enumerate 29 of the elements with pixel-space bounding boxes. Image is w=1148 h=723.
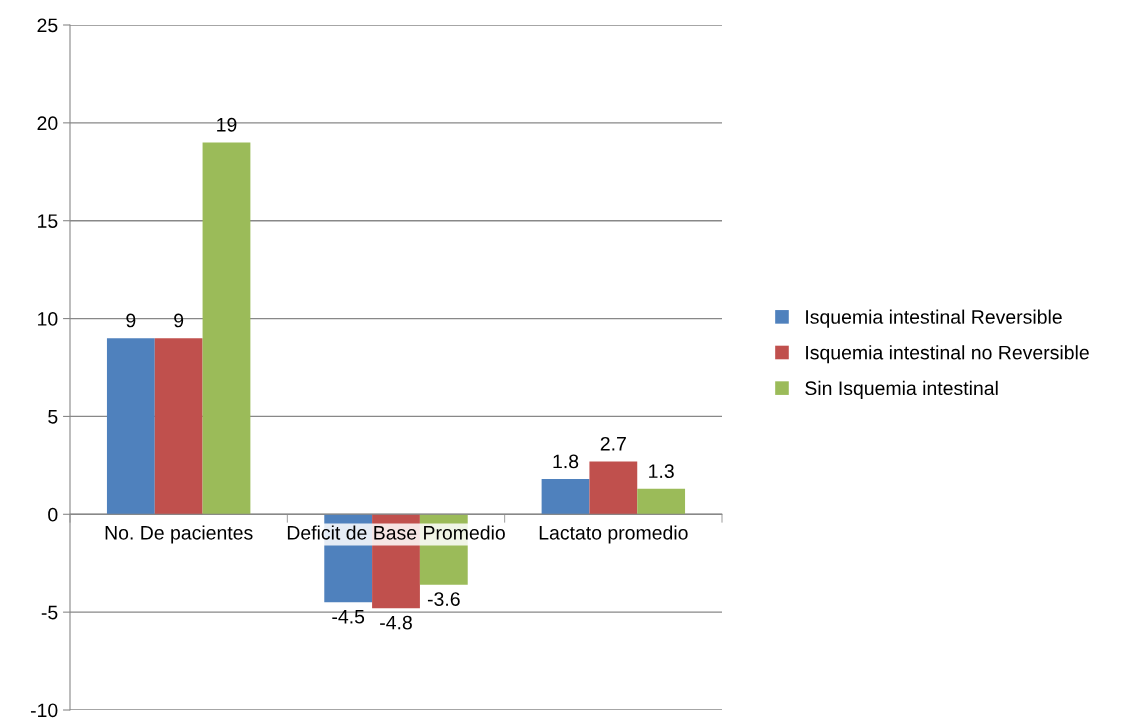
- x-tick-label: No. De pacientes: [105, 525, 253, 544]
- bar: [154, 338, 203, 515]
- data-label: 9: [174, 313, 184, 328]
- bar: [637, 488, 686, 515]
- y-tick-label: 10: [38, 312, 58, 326]
- data-label: 1.8: [553, 454, 579, 469]
- legend-label: Isquemia intestinal Reversible: [806, 309, 1062, 328]
- y-tick-label: -5: [41, 605, 58, 620]
- data-label: 19: [217, 117, 237, 132]
- y-tick-label: 25: [37, 18, 58, 33]
- y-tick-label: 20: [37, 116, 58, 131]
- data-label: 9: [126, 313, 136, 328]
- bar: [589, 461, 638, 515]
- y-tick-label: -10: [30, 703, 58, 718]
- data-label: -4.8: [380, 615, 412, 630]
- y-tick-label: 5: [48, 410, 58, 424]
- data-label: -4.5: [332, 610, 365, 624]
- legend-label: Sin Isquemia intestinal: [805, 380, 998, 399]
- data-label: 1.3: [649, 464, 674, 479]
- bar: [541, 479, 590, 515]
- y-tick-label: 15: [38, 214, 58, 228]
- legend-label: Isquemia intestinal no Reversible: [806, 345, 1089, 364]
- bar: [202, 142, 251, 515]
- data-label: 2.7: [600, 436, 626, 451]
- x-tick-label: Deficit de Base Promedio: [287, 525, 505, 540]
- x-tick-label: Lactato promedio: [539, 525, 688, 544]
- data-label: -3.6: [427, 592, 460, 606]
- y-tick-label: 0: [48, 507, 58, 522]
- bar: [106, 338, 155, 515]
